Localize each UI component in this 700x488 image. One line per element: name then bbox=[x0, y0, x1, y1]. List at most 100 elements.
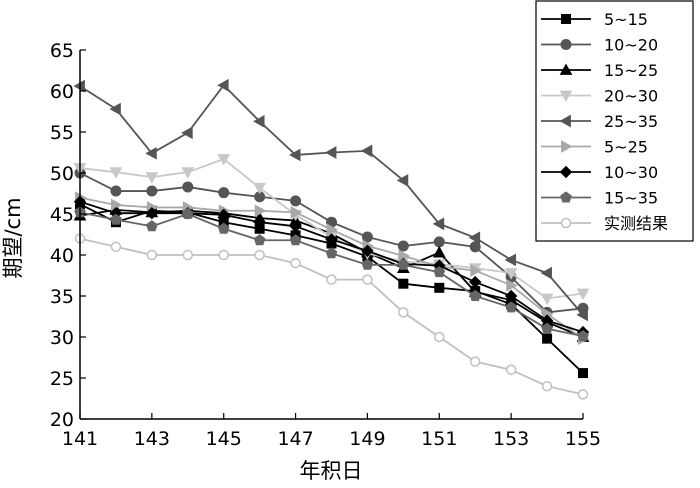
data-point bbox=[289, 148, 301, 162]
y-tick-label: 45 bbox=[50, 204, 74, 226]
data-point bbox=[253, 114, 265, 128]
y-tick-label: 40 bbox=[50, 245, 74, 267]
legend-label: 25~35 bbox=[604, 112, 658, 131]
y-tick-label: 50 bbox=[50, 163, 74, 185]
series-layer bbox=[73, 78, 590, 400]
data-point bbox=[253, 215, 266, 229]
data-point bbox=[504, 253, 517, 267]
data-point bbox=[470, 264, 482, 277]
data-point bbox=[182, 181, 194, 193]
data-point bbox=[433, 266, 446, 278]
data-point bbox=[469, 275, 482, 289]
ticks: 20 25 30 35 40 45 50 55 60 65 141 143 145 147 149 151 15… bbox=[50, 40, 601, 450]
legend-label: 5~25 bbox=[604, 138, 648, 157]
axes bbox=[79, 50, 583, 420]
x-tick-label: 143 bbox=[134, 428, 170, 450]
data-point bbox=[145, 172, 159, 184]
legend-marker bbox=[559, 63, 573, 75]
data-point bbox=[110, 185, 122, 197]
legend-label: 20~30 bbox=[604, 87, 658, 106]
legend-item: 实测结果 bbox=[541, 214, 668, 233]
data-point bbox=[577, 330, 589, 342]
data-point bbox=[361, 258, 374, 270]
data-point bbox=[182, 249, 194, 261]
x-tick-label: 155 bbox=[565, 428, 601, 450]
data-point bbox=[540, 266, 552, 280]
legend-items: 5~15 10~20 15~25 20~30 25~35 5~25 10~30 15~35 实测… bbox=[541, 10, 668, 233]
data-point bbox=[324, 146, 337, 159]
legend-item: 5~25 bbox=[541, 138, 648, 157]
legend-marker bbox=[561, 14, 571, 24]
series-8 bbox=[74, 206, 589, 342]
data-point bbox=[109, 167, 123, 179]
data-point bbox=[576, 308, 588, 322]
legend-label: 实测结果 bbox=[604, 214, 668, 233]
data-point bbox=[146, 220, 158, 232]
data-point bbox=[145, 206, 159, 220]
data-point bbox=[434, 331, 445, 343]
data-point bbox=[398, 307, 409, 318]
x-axis-title: 年积日 bbox=[300, 459, 363, 483]
data-point bbox=[326, 223, 339, 236]
y-tick-label: 30 bbox=[50, 327, 74, 349]
data-point bbox=[397, 240, 409, 252]
legend-marker bbox=[559, 90, 573, 103]
legend-marker bbox=[561, 140, 573, 153]
x-tick-label: 141 bbox=[62, 428, 98, 450]
x-tick-label: 153 bbox=[493, 428, 529, 450]
legend-item: 5~15 bbox=[541, 10, 648, 29]
data-point bbox=[145, 146, 157, 160]
data-point bbox=[218, 249, 229, 261]
data-point bbox=[433, 236, 445, 248]
legend-item: 25~35 bbox=[541, 112, 658, 131]
legend-marker bbox=[560, 39, 572, 50]
y-tick-label: 60 bbox=[50, 81, 74, 103]
legend-marker bbox=[559, 165, 573, 179]
data-point bbox=[109, 102, 121, 116]
data-point bbox=[542, 333, 553, 344]
data-point bbox=[505, 301, 517, 313]
data-point bbox=[360, 144, 373, 158]
data-point bbox=[505, 364, 517, 376]
legend-label: 15~35 bbox=[604, 189, 658, 208]
data-point bbox=[181, 167, 195, 179]
data-point bbox=[325, 247, 338, 259]
y-axis-title: 期望/cm bbox=[1, 197, 25, 278]
y-tick-label: 20 bbox=[50, 409, 74, 431]
legend: 5~15 10~20 15~25 20~30 25~35 5~25 10~30 15~35 实测… bbox=[535, 0, 694, 242]
data-point bbox=[217, 208, 230, 222]
data-point bbox=[396, 174, 409, 187]
data-point bbox=[290, 195, 302, 207]
data-point bbox=[434, 282, 445, 293]
legend-item: 10~30 bbox=[541, 163, 658, 182]
data-point bbox=[469, 356, 481, 367]
data-point bbox=[290, 257, 301, 269]
y-tick-label: 35 bbox=[50, 286, 74, 308]
data-point bbox=[146, 249, 158, 261]
x-tick-label: 149 bbox=[349, 428, 385, 450]
data-point bbox=[217, 78, 229, 92]
data-point bbox=[254, 204, 267, 218]
data-point bbox=[397, 258, 410, 270]
data-point bbox=[325, 233, 338, 246]
y-tick-label: 55 bbox=[50, 122, 74, 144]
x-tick-label: 147 bbox=[277, 428, 313, 450]
data-point bbox=[181, 207, 194, 219]
y-tick-label: 25 bbox=[50, 368, 74, 390]
legend-label: 15~25 bbox=[604, 61, 658, 80]
data-point bbox=[110, 241, 122, 253]
data-point bbox=[290, 206, 303, 219]
data-point bbox=[110, 213, 122, 225]
data-point bbox=[398, 278, 409, 289]
data-point bbox=[326, 274, 337, 285]
data-point bbox=[217, 222, 230, 234]
data-point bbox=[361, 244, 374, 258]
series-7 bbox=[73, 195, 590, 339]
legend-label: 10~30 bbox=[604, 163, 658, 182]
y-tick-label: 65 bbox=[50, 40, 74, 62]
data-point bbox=[576, 288, 590, 301]
data-point bbox=[181, 126, 193, 140]
data-point bbox=[541, 322, 553, 334]
data-point bbox=[289, 220, 302, 233]
data-point bbox=[432, 246, 446, 258]
